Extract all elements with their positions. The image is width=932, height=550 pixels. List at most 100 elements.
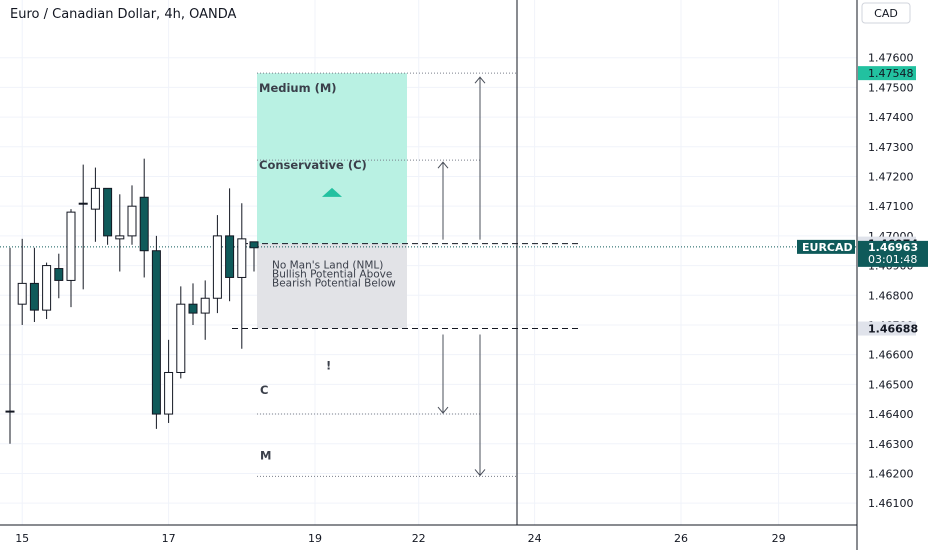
candle-body xyxy=(42,265,52,311)
time-tick-label: 17 xyxy=(162,532,176,545)
candle xyxy=(29,247,39,322)
nml-bottom-price-text: 1.46688 xyxy=(868,323,918,336)
symbol-badge: EURCAD xyxy=(797,239,855,254)
candle xyxy=(54,253,64,299)
time-tick-label: 22 xyxy=(412,532,426,545)
candle xyxy=(103,187,113,245)
bullish-triangle-icon xyxy=(322,187,342,197)
price-tick-label: 1.46500 xyxy=(868,378,914,391)
candle-body xyxy=(225,235,235,278)
bullish-target-zone xyxy=(257,73,407,244)
candle-body xyxy=(164,371,174,415)
medium-lower-label: M xyxy=(260,448,271,462)
price-tick-label: 1.47600 xyxy=(868,52,914,65)
candle xyxy=(200,280,210,340)
currency-button[interactable]: CAD xyxy=(861,2,911,24)
countdown-text: 03:01:48 xyxy=(868,253,917,266)
candle xyxy=(225,188,235,302)
price-tick-label: 1.46600 xyxy=(868,349,914,362)
candle xyxy=(127,185,137,245)
candle xyxy=(90,167,100,242)
candle xyxy=(139,158,149,278)
medium-upper-price-badge: 1.47548 xyxy=(858,66,916,81)
arrow-medium-down-head xyxy=(474,469,486,477)
price-tick-label: 1.46100 xyxy=(868,497,914,510)
candle-body xyxy=(188,303,198,314)
candle-body xyxy=(29,282,39,311)
candle-body xyxy=(176,303,186,373)
time-tick-label: 19 xyxy=(308,532,322,545)
conservative-upper-label: Conservative (C) xyxy=(259,158,367,172)
price-tick-label: 1.46400 xyxy=(868,408,914,421)
arrow-conservative-down-head xyxy=(437,406,449,414)
candlestick-series xyxy=(5,158,259,444)
price-tick-label: 1.47400 xyxy=(868,111,914,124)
time-tick-label: 29 xyxy=(772,532,786,545)
price-tick-label: 1.46200 xyxy=(868,467,914,480)
chart-title: Euro / Canadian Dollar, 4h, OANDA xyxy=(10,7,237,22)
candle xyxy=(151,235,161,429)
price-tick-label: 1.47200 xyxy=(868,170,914,183)
grid-lines xyxy=(0,0,857,525)
candle xyxy=(17,238,27,325)
symbol-badge-text: EURCAD xyxy=(802,241,853,254)
candle-body xyxy=(151,250,161,415)
time-tick-label: 24 xyxy=(528,532,542,545)
candle-body xyxy=(17,282,27,305)
candle xyxy=(5,247,15,444)
candle-body xyxy=(127,205,137,237)
conservative-lower-label: C xyxy=(260,383,268,397)
current-price-text: 1.46963 xyxy=(868,241,918,254)
exclamation-marker-icon: ! xyxy=(326,359,331,373)
arrow-conservative-up-head xyxy=(437,161,449,169)
no-mans-land-zone xyxy=(257,243,407,329)
price-tick-label: 1.46300 xyxy=(868,438,914,451)
candle xyxy=(188,283,198,325)
price-tick-label: 1.47300 xyxy=(868,141,914,154)
medium-upper-price-text: 1.47548 xyxy=(868,67,914,80)
candle xyxy=(115,194,125,272)
candle xyxy=(78,164,88,290)
time-axis-ticks: 15 17 19 22 24 26 29 xyxy=(15,532,785,545)
nml-bottom-price-badge: 1.46688 xyxy=(858,321,918,336)
projection-arrows xyxy=(437,76,486,477)
time-tick-label: 26 xyxy=(674,532,688,545)
candle-body xyxy=(78,202,88,205)
currency-button-label: CAD xyxy=(874,7,898,20)
arrow-conservative-down xyxy=(437,334,449,414)
candle xyxy=(176,286,186,379)
arrow-medium-up-head xyxy=(474,76,486,84)
arrow-conservative-up xyxy=(437,161,449,240)
candle-body xyxy=(66,211,76,281)
candle-body xyxy=(212,235,222,299)
candle xyxy=(42,262,52,320)
candle xyxy=(66,209,76,308)
candle xyxy=(212,215,222,314)
medium-upper-label: Medium (M) xyxy=(259,81,337,95)
price-tick-label: 1.47500 xyxy=(868,81,914,94)
candle-body xyxy=(103,187,113,237)
candle-body xyxy=(237,238,247,278)
current-price-badge: 1.46963 03:01:48 xyxy=(858,240,928,267)
price-tick-label: 1.47100 xyxy=(868,200,914,213)
price-axis-ticks: 1.46100 1.46200 1.46300 1.46400 1.46500 1.466… xyxy=(868,52,914,510)
candle-body xyxy=(115,235,125,240)
candle-body xyxy=(200,297,210,314)
nml-label-line1: No Man's Land (NML) xyxy=(272,260,383,272)
candle-body xyxy=(139,196,149,252)
nml-label-line2: Bullish Potential Above xyxy=(272,269,392,281)
arrow-medium-down xyxy=(474,334,486,477)
time-tick-label: 15 xyxy=(15,532,29,545)
candle xyxy=(237,203,247,349)
price-tick-label: 1.46800 xyxy=(868,289,914,302)
candle-body xyxy=(54,268,64,281)
candle xyxy=(249,241,259,272)
arrow-medium-up xyxy=(474,76,486,240)
candle-body xyxy=(90,187,100,210)
candle-body xyxy=(249,241,259,249)
candle xyxy=(164,339,174,423)
nml-label-line3: Bearish Potential Below xyxy=(272,278,396,290)
candle-body xyxy=(5,410,15,413)
